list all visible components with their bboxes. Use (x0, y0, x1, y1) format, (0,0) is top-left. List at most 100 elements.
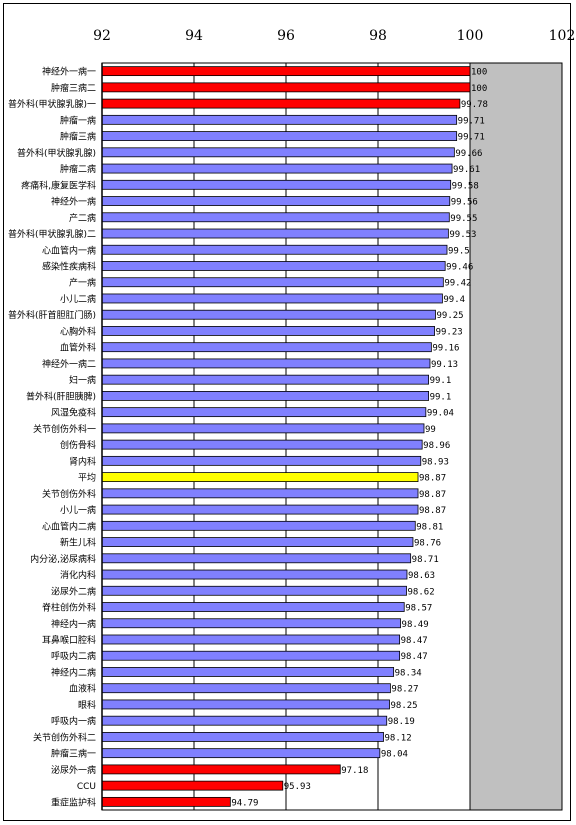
category-label: 肿瘤一病 (60, 114, 96, 126)
category-label: 普外科(甲状腺乳腺)二 (8, 228, 96, 240)
category-label: 产二病 (69, 212, 96, 224)
bar (101, 667, 395, 677)
bar (101, 537, 414, 547)
plot-area (469, 62, 563, 811)
value-label: 99.66 (455, 149, 482, 159)
category-label: 内分泌,泌尿病科 (30, 553, 96, 565)
value-label: 99.71 (458, 116, 485, 126)
bar (101, 244, 448, 255)
bar (101, 179, 452, 190)
value-label: 99.1 (430, 376, 452, 386)
bar (101, 520, 416, 531)
x-tick-label: 92 (93, 28, 111, 44)
category-label: 血液科 (69, 683, 96, 695)
category-label: 泌尿外一病 (51, 764, 96, 776)
value-label: 100 (471, 68, 487, 78)
bar (101, 699, 390, 710)
value-label: 99.55 (450, 214, 477, 224)
category-label: 呼吸内二病 (51, 650, 96, 662)
category-label: 肿瘤二病 (60, 163, 96, 175)
value-label: 99.71 (458, 133, 485, 143)
category-label: 脊柱创伤外科 (42, 602, 96, 614)
value-label: 99.58 (452, 181, 479, 191)
category-label: 肿瘤三病二 (51, 82, 96, 94)
x-tick-label: 94 (185, 28, 203, 44)
category-label: 心胸外科 (60, 325, 96, 337)
x-tick-label: 100 (457, 28, 484, 44)
value-label: 98.25 (391, 701, 418, 711)
category-label: 关节创伤外科一 (33, 423, 96, 435)
x-tick-label: 102 (549, 28, 576, 44)
category-label: 呼吸内一病 (51, 715, 96, 727)
bar (101, 748, 381, 759)
bar (101, 261, 446, 271)
category-label: 普外科(甲状腺乳腺) (17, 147, 96, 159)
bar (101, 585, 407, 596)
value-label: 100 (471, 84, 487, 94)
category-label: 重症监护科 (51, 796, 96, 808)
bar (101, 82, 471, 93)
value-label: 98.81 (416, 522, 443, 532)
bar (101, 293, 443, 304)
bar (101, 732, 384, 742)
value-label: 99.04 (427, 409, 454, 419)
value-label: 98.76 (414, 539, 441, 549)
value-label: 99.61 (453, 165, 480, 175)
bar (101, 147, 455, 158)
category-label: CCU (77, 782, 96, 792)
x-tick-label: 96 (277, 28, 295, 44)
bar (101, 374, 430, 385)
bar (101, 618, 401, 629)
category-label: 普外科(肝胆胰脾) (26, 390, 96, 402)
bar (101, 455, 422, 466)
category-label: 神经外一病 (51, 196, 96, 208)
value-label: 99.23 (436, 327, 463, 337)
value-label: 99.53 (449, 230, 476, 240)
chart-frame (3, 3, 571, 821)
category-label: 泌尿外二病 (51, 585, 96, 597)
value-label: 97.18 (341, 766, 368, 776)
bar (101, 715, 388, 726)
bar (101, 439, 423, 450)
category-label: 眼科 (78, 699, 96, 711)
category-label: 心血管内一病 (42, 244, 96, 256)
value-label: 99.56 (451, 198, 478, 208)
value-label: 98.93 (422, 457, 449, 467)
x-tick-label: 98 (369, 28, 387, 44)
bar (101, 683, 391, 694)
value-label: 98.87 (419, 474, 446, 484)
bar (101, 163, 453, 174)
bar (101, 277, 444, 288)
value-label: 98.27 (391, 685, 418, 695)
bar (101, 131, 458, 141)
bar (101, 407, 427, 418)
category-label: 小儿一病 (60, 504, 96, 516)
bar (101, 196, 451, 206)
category-label: 肾内科 (69, 455, 96, 467)
value-label: 95.93 (284, 782, 311, 792)
value-label: 99.42 (444, 279, 471, 289)
value-label: 98.47 (401, 652, 428, 662)
value-label: 99.16 (432, 344, 459, 354)
bar (101, 764, 341, 775)
category-label: 妇一病 (69, 374, 96, 386)
bar (101, 472, 419, 482)
value-label: 99.13 (431, 360, 458, 370)
value-label: 98.87 (419, 506, 446, 516)
bar (101, 326, 435, 336)
bar (101, 569, 408, 580)
bar (101, 114, 458, 125)
value-label: 98.34 (395, 668, 422, 678)
category-label: 关节创伤外科 (42, 488, 96, 500)
bar (101, 488, 419, 499)
bar (101, 780, 284, 791)
value-label: 99.46 (446, 262, 473, 272)
value-label: 98.12 (385, 733, 412, 743)
bar (101, 423, 425, 434)
category-label: 神经内二病 (51, 666, 96, 678)
category-label: 关节创伤外科二 (33, 731, 96, 743)
bar (101, 391, 430, 401)
value-label: 98.57 (405, 604, 432, 614)
value-label: 99 (425, 425, 436, 435)
category-label: 神经外一病一 (42, 66, 96, 78)
